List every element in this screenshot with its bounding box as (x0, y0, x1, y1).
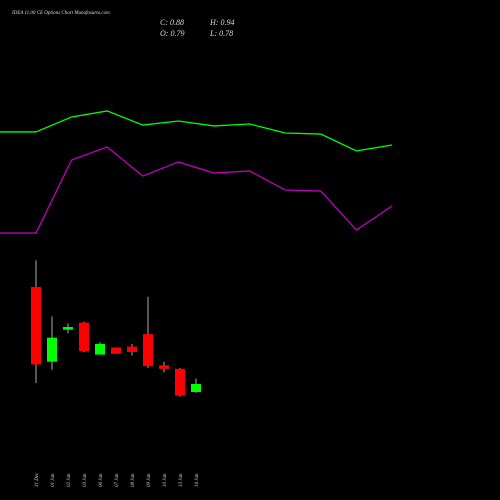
open-label: O: 0.79 (160, 29, 184, 38)
candle-body (79, 322, 89, 352)
high-label: H: 0.94 (209, 18, 234, 27)
x-tick-label: 03 Jan (83, 473, 88, 487)
candle-body (31, 286, 41, 365)
series-line (35, 110, 393, 152)
x-tick-label: 06 Jan (99, 473, 104, 487)
x-tick-label: 02 Jan (67, 473, 72, 487)
x-tick-label: 07 Jan (115, 473, 120, 487)
candle-body (159, 365, 169, 369)
low-label: L: 0.78 (209, 29, 233, 38)
x-tick-label: 10 Jan (163, 473, 168, 487)
candle-body (191, 383, 201, 392)
candle-body (143, 334, 153, 367)
x-tick-label: 13 Jan (179, 473, 184, 487)
x-tick-label: 01 Jan (51, 473, 56, 487)
candle-body (63, 327, 73, 330)
candle-body (175, 368, 185, 396)
x-tick-label: 31 Dec (35, 472, 40, 487)
chart-title: IDEA 11.00 CE Options Chart Munafasutra.… (11, 11, 110, 16)
series-line (35, 146, 393, 234)
x-tick-label: 08 Jan (131, 473, 136, 487)
x-tick-label: 14 Jan (195, 473, 200, 487)
candle-body (111, 347, 121, 354)
close-label: C: 0.88 (160, 18, 184, 27)
x-tick-label: 09 Jan (147, 473, 152, 487)
candle-body (127, 346, 137, 352)
candle-body (47, 337, 57, 362)
candle-body (95, 343, 105, 355)
